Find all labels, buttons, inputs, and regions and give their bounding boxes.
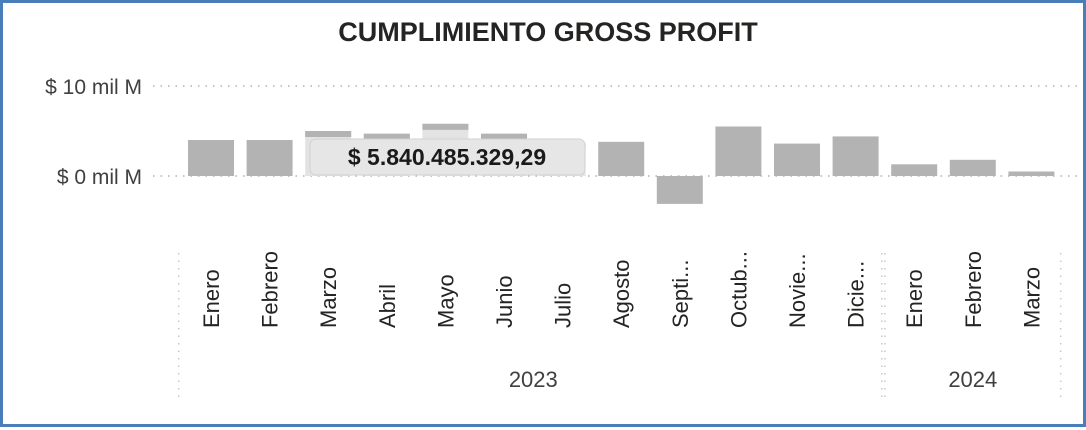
bar[interactable]: [891, 164, 938, 176]
x-tick-label: Abril: [375, 284, 400, 328]
bar[interactable]: [774, 143, 820, 176]
x-tick-label: Febrero: [258, 251, 283, 328]
x-tick-label: Septi...: [668, 260, 693, 328]
x-tick-label: Julio: [551, 283, 576, 328]
x-tick-label: Enero: [199, 269, 224, 328]
tooltip-box: [309, 138, 586, 176]
y-tick-label: $ 0 mil M: [57, 166, 142, 189]
bar[interactable]: [1008, 171, 1055, 177]
x-tick-label: Mayo: [433, 274, 458, 328]
bar-chart: CUMPLIMIENTO GROSS PROFIT $ 0 mil M $ 10 …: [45, 17, 1078, 401]
bar[interactable]: [832, 136, 879, 176]
chart-title: CUMPLIMIENTO GROSS PROFIT: [338, 17, 758, 47]
x-tick-label: Novie...: [785, 253, 810, 328]
bar[interactable]: [598, 141, 645, 176]
bar[interactable]: [949, 159, 996, 176]
x-axis-groups: 2023 2024: [177, 253, 1062, 401]
x-tick-label: Marzo: [316, 267, 341, 328]
bar-cap: [305, 131, 352, 137]
bar-cap: [363, 133, 410, 140]
x-tick-label: Octub...: [726, 251, 751, 328]
x-tick-label: Dicie...: [844, 261, 869, 328]
x-tick-label: Agosto: [609, 260, 634, 329]
bar-cap: [481, 133, 527, 140]
bar[interactable]: [656, 176, 703, 204]
year-label: 2024: [948, 367, 997, 392]
tooltip-text: $ 5.840.485.329,29: [348, 144, 546, 170]
bar[interactable]: [246, 140, 293, 176]
bar[interactable]: [715, 126, 762, 177]
x-tick-label: Febrero: [961, 251, 986, 328]
y-axis-ticks: $ 0 mil M $ 10 mil M: [45, 76, 142, 189]
tooltip: $ 5.840.485.329,29: [309, 138, 586, 176]
year-label: 2023: [509, 367, 558, 392]
y-tick-label: $ 10 mil M: [45, 76, 142, 99]
x-tick-label: Junio: [492, 275, 517, 328]
x-tick-label: Marzo: [1019, 267, 1044, 328]
bar[interactable]: [188, 140, 234, 176]
x-axis-ticks: Enero Febrero Marzo Abril Mayo Junio Julio Agos…: [199, 251, 1044, 328]
bar-cap: [422, 123, 469, 130]
x-tick-label: Enero: [902, 269, 927, 328]
